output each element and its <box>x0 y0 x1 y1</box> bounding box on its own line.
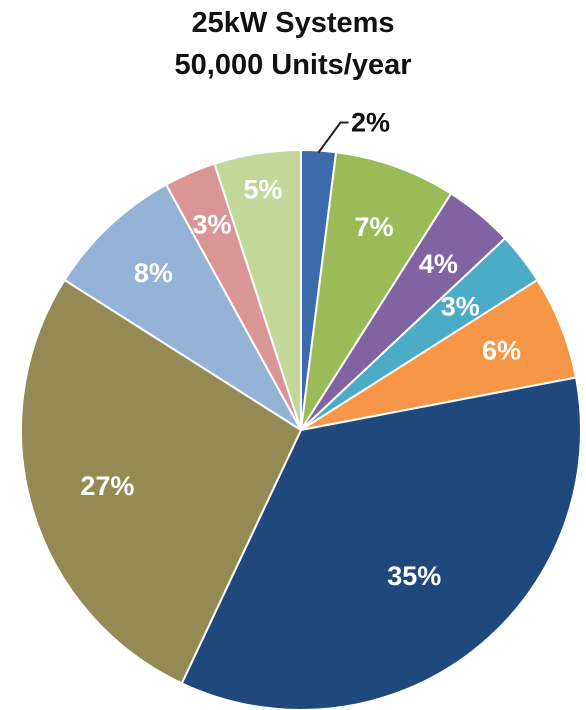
pie-slice <box>213 148 302 431</box>
slice-data-label: 6% <box>482 336 521 366</box>
pie-slice <box>300 151 453 431</box>
pie-slice <box>20 278 303 685</box>
leader-line <box>317 121 349 154</box>
slice-data-label: 8% <box>134 258 173 288</box>
slice-data-label: 5% <box>243 174 282 204</box>
chart-subtitle: 50,000 Units/year <box>174 49 412 81</box>
slice-data-label: 3% <box>192 209 231 239</box>
pie-labels: 2%7%4%3%6%35%27%8%3%5% <box>80 108 521 592</box>
pie-slices <box>20 148 582 710</box>
slice-data-label: 35% <box>387 561 441 591</box>
chart-title: 25kW Systems <box>191 7 395 39</box>
pie-slice <box>63 183 302 431</box>
pie-slice <box>180 376 582 710</box>
slice-data-label: 7% <box>354 212 393 242</box>
slice-data-label: 3% <box>441 291 480 321</box>
slice-data-label: 27% <box>80 471 134 501</box>
slice-data-label: 2% <box>351 108 390 138</box>
slice-data-label: 4% <box>419 249 458 279</box>
